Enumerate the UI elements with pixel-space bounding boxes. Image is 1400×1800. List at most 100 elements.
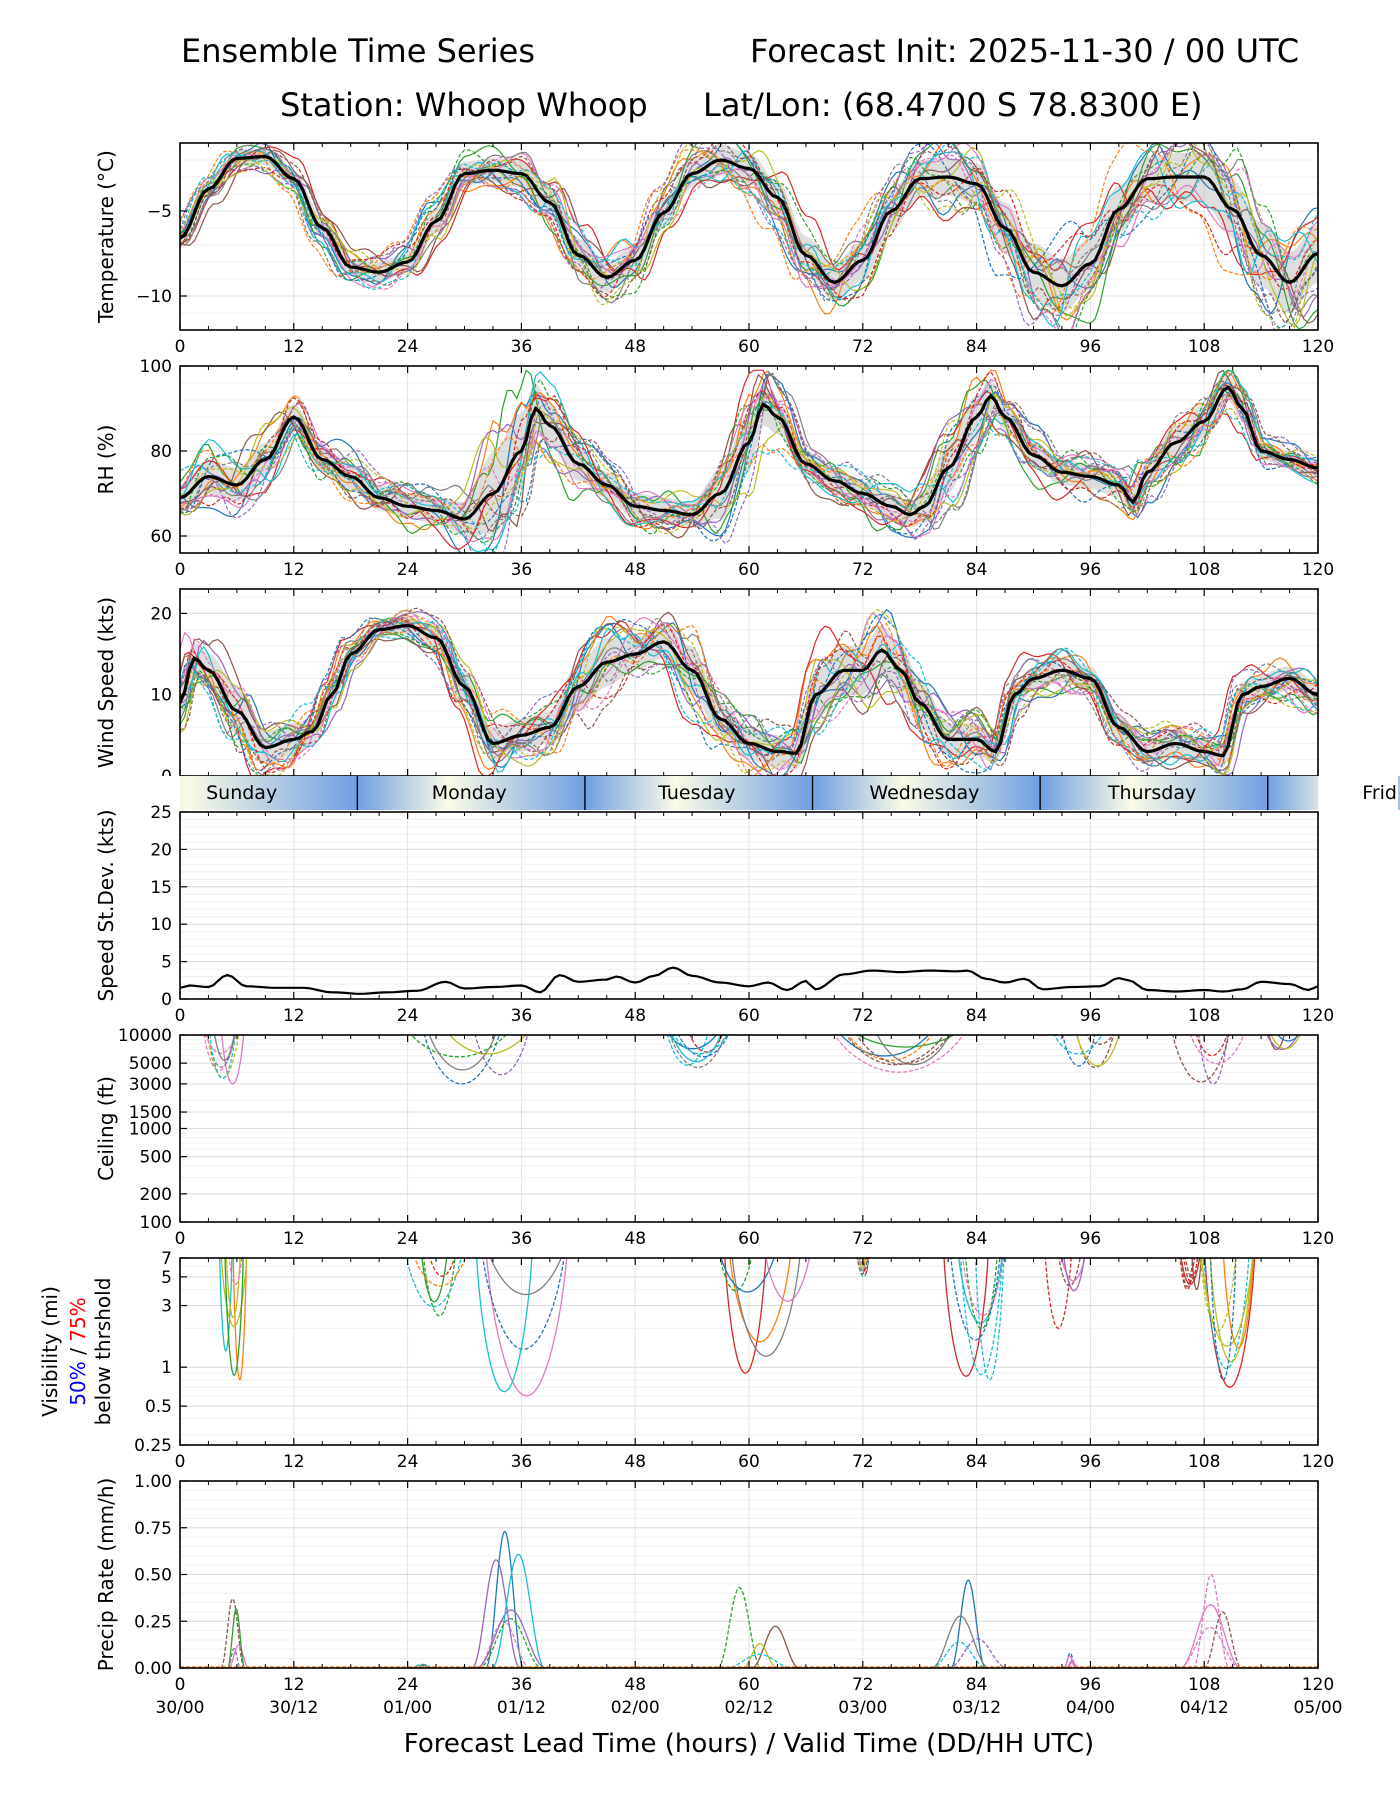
vis-xtick-label: 108 <box>1188 1452 1220 1472</box>
precip-ytick-label: 1.00 <box>134 1472 172 1492</box>
rh-member-line <box>180 391 1318 524</box>
rh-member-line <box>180 369 1318 531</box>
rh-member-line <box>180 372 1318 530</box>
vis-ytick-label: 0.5 <box>145 1397 172 1417</box>
vis-member-line <box>1058 1258 1081 1287</box>
temp-ytick-label: −10 <box>136 287 172 307</box>
ceiling-xtick-label: 72 <box>852 1229 874 1249</box>
vis-member-line <box>960 1258 1003 1376</box>
rh-member-line <box>180 370 1318 542</box>
ceiling-xtick-label: 48 <box>624 1229 646 1249</box>
vis-xtick-label: 60 <box>738 1452 760 1472</box>
temp-member-line <box>180 143 1318 300</box>
vis-member-line <box>1044 1258 1072 1329</box>
vis-50-label: 50% <box>66 1361 90 1405</box>
wind-ytick-label: 10 <box>150 686 172 706</box>
vis-ylabel-sub: below thrshold <box>91 1278 115 1426</box>
ceiling-member-line <box>423 1035 500 1085</box>
vis-xtick-label: 36 <box>511 1452 533 1472</box>
vis-member-line <box>1199 1258 1237 1332</box>
ceiling-xtick-label: 24 <box>397 1229 419 1249</box>
precip-member-line <box>220 1598 245 1668</box>
title-init: Forecast Init: 2025-11-30 / 00 UTC <box>750 32 1300 70</box>
temp-plot <box>180 143 1318 330</box>
ceiling-ylabel: Ceiling (ft) <box>94 1076 118 1181</box>
valid-time-label: 04/12 <box>1180 1698 1229 1718</box>
vis-member-line <box>489 1258 562 1296</box>
day-label: Monday <box>432 782 507 804</box>
vis-xtick-label: 72 <box>852 1452 874 1472</box>
ceiling-member-line <box>673 1035 729 1055</box>
vis-xtick-label: 84 <box>966 1452 988 1472</box>
rh-axes: 60 80 100 0 12 24 36 48 60 72 84 96 108 120 RH (%) <box>94 357 1334 580</box>
spdstd-ytick-label: 0 <box>161 990 172 1010</box>
precip-member-line <box>491 1553 546 1668</box>
vis-axes: 0.25 0.5 1 3 57 0 12 24 36 48 60 72 84 96 108 120 <box>134 1249 1334 1472</box>
precip-ytick-label: 0.50 <box>134 1566 172 1586</box>
day-band: Sunday Monday Tuesday Wednesday Thursday Frid <box>0 776 1400 810</box>
precip-xtick-label: 12 <box>283 1675 305 1695</box>
precip-member-line <box>930 1615 990 1668</box>
precip-xtick-label: 108 <box>1188 1675 1220 1695</box>
vis-member-line <box>423 1258 456 1317</box>
vis-member-line <box>476 1258 533 1393</box>
valid-time-label: 02/00 <box>611 1698 660 1718</box>
temp-member-line <box>180 143 1318 324</box>
day-band-mask <box>0 776 180 810</box>
precip-member-line <box>1192 1573 1230 1668</box>
vis-member-line <box>1203 1258 1250 1370</box>
rh-xtick-label: 96 <box>1080 560 1102 580</box>
rh-xtick-label: 48 <box>624 560 646 580</box>
vis-member-line <box>232 1258 247 1381</box>
spdstd-xtick-label: 48 <box>624 1006 646 1026</box>
spdstd-axes: 0 5 10 15 20 25 0 12 24 36 48 60 72 84 96 108 120 Speed S… <box>94 803 1334 1026</box>
ceiling-member-line <box>1270 1035 1301 1050</box>
spdstd-ytick-label: 10 <box>150 915 172 935</box>
ceiling-member-line <box>876 1035 951 1066</box>
precip-member-line <box>717 1586 762 1668</box>
temp-xtick-label: 36 <box>511 337 533 357</box>
vis-xtick-label: 24 <box>397 1452 419 1472</box>
rh-member-line <box>180 391 1318 541</box>
wind-member-line <box>180 609 1318 776</box>
precip-member-line <box>742 1643 778 1668</box>
rh-xtick-label: 60 <box>738 560 760 580</box>
ceiling-member-line <box>1172 1035 1230 1083</box>
vis-member-line <box>486 1258 568 1397</box>
precip-axes: 0.00 0.25 0.50 0.75 1.00 Precip Rate (mm/h) <box>94 1472 1319 1679</box>
precip-ytick-label: 0.75 <box>134 1519 172 1539</box>
ceiling-member-line <box>1085 1035 1114 1045</box>
vis-xtick-label: 12 <box>283 1452 305 1472</box>
precip-member-line <box>725 1653 794 1668</box>
rh-ylabel: RH (%) <box>94 425 118 495</box>
precip-xtick-label: 120 <box>1302 1675 1334 1695</box>
vis-member-line <box>1184 1258 1201 1279</box>
precip-member-line <box>751 1625 800 1668</box>
precip-member-line <box>948 1638 1008 1668</box>
vis-xtick-label: 48 <box>624 1452 646 1472</box>
ceiling-member-line <box>1076 1035 1114 1069</box>
ceiling-ytick-label: 10000 <box>118 1026 172 1046</box>
wind-plot <box>180 607 1318 776</box>
precip-member-line <box>1178 1626 1242 1668</box>
rh-xtick-label: 36 <box>511 560 533 580</box>
precip-xtick-label: 48 <box>624 1675 646 1695</box>
ceiling-xtick-label: 96 <box>1080 1229 1102 1249</box>
temp-ensemble-mean-line <box>180 154 1318 288</box>
vis-member-line <box>224 1258 244 1376</box>
vis-threshold-label: 50% / 75% <box>66 1297 90 1405</box>
ceiling-member-line <box>856 1035 956 1048</box>
vis-member-line <box>857 1258 866 1269</box>
day-label: Tuesday <box>657 782 735 804</box>
spdstd-xtick-label: 84 <box>966 1006 988 1026</box>
ceiling-member-line <box>428 1035 496 1071</box>
vis-xtick-label: 0 <box>175 1452 186 1472</box>
temp-member-line <box>180 143 1318 288</box>
vis-member-line <box>228 1258 243 1286</box>
ceiling-grid <box>179 1034 1319 1223</box>
rh-member-line <box>180 369 1318 520</box>
spdstd-line <box>179 966 1319 995</box>
rh-member-line <box>180 369 1318 539</box>
ceiling-member-line <box>847 1035 933 1062</box>
